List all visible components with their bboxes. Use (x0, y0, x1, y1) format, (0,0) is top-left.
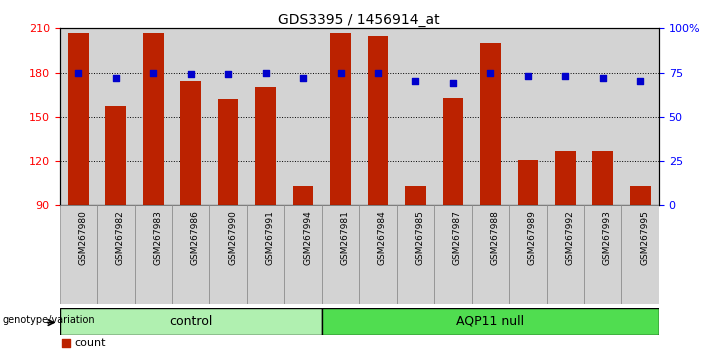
Bar (405, 186, 426, 205)
Point (148, 70, 159, 75)
Bar (368, 36, 388, 205)
Point (258, 269, 269, 275)
Point (258, 108, 269, 114)
Text: GSM267994: GSM267994 (303, 210, 312, 265)
Bar (293, 186, 313, 205)
Text: GSM267984: GSM267984 (378, 210, 387, 265)
Bar (442, 98, 463, 205)
Bar (547, 205, 584, 304)
Bar (509, 205, 547, 304)
Bar (210, 205, 247, 304)
Bar (68, 33, 88, 205)
Text: count: count (74, 338, 106, 348)
Text: GSM267990: GSM267990 (228, 210, 237, 265)
Text: GSM267991: GSM267991 (266, 210, 275, 265)
Bar (472, 205, 509, 304)
Text: GSM267989: GSM267989 (528, 210, 537, 265)
Point (297, 75, 308, 81)
Bar (555, 151, 576, 205)
Bar (285, 205, 322, 304)
Bar (322, 308, 659, 335)
Text: GSM267980: GSM267980 (79, 210, 88, 265)
Text: GSM267985: GSM267985 (416, 210, 424, 265)
Text: GSM267988: GSM267988 (491, 210, 499, 265)
Title: GDS3395 / 1456914_at: GDS3395 / 1456914_at (278, 13, 440, 27)
Bar (622, 205, 659, 304)
Point (597, 75, 608, 81)
Bar (630, 186, 651, 205)
Bar (397, 205, 434, 304)
Bar (180, 81, 201, 205)
Text: GSM267987: GSM267987 (453, 210, 462, 265)
Bar (172, 205, 210, 304)
Bar (480, 43, 501, 205)
Bar (97, 205, 135, 304)
Text: GSM267982: GSM267982 (116, 210, 125, 265)
Bar (584, 205, 622, 304)
Point (110, 75, 121, 81)
Bar (143, 33, 163, 205)
Text: GSM267993: GSM267993 (603, 210, 612, 265)
Text: GSM267986: GSM267986 (191, 210, 200, 265)
Point (335, 70, 346, 75)
Point (559, 73, 571, 79)
Point (410, 79, 421, 84)
Bar (105, 107, 126, 205)
Text: GSM267983: GSM267983 (154, 210, 162, 265)
Text: AQP11 null: AQP11 null (456, 315, 524, 328)
Bar (322, 205, 359, 304)
Point (260, 70, 271, 75)
Bar (434, 205, 472, 304)
Bar (218, 99, 238, 205)
Point (522, 73, 533, 79)
Point (222, 72, 233, 77)
Bar (60, 308, 322, 335)
Point (447, 80, 458, 86)
Text: genotype/variation: genotype/variation (3, 315, 95, 325)
Bar (517, 160, 538, 205)
Point (634, 79, 646, 84)
Bar (330, 33, 350, 205)
Bar (592, 151, 613, 205)
Point (73, 70, 84, 75)
Bar (359, 205, 397, 304)
Point (185, 72, 196, 77)
Bar (135, 205, 172, 304)
Text: GSM267992: GSM267992 (565, 210, 574, 265)
Text: GSM267995: GSM267995 (640, 210, 649, 265)
Bar (255, 87, 276, 205)
Text: GSM267981: GSM267981 (341, 210, 350, 265)
Text: control: control (169, 315, 212, 328)
Bar (60, 205, 97, 304)
Point (372, 70, 383, 75)
Point (485, 70, 496, 75)
Bar (247, 205, 285, 304)
